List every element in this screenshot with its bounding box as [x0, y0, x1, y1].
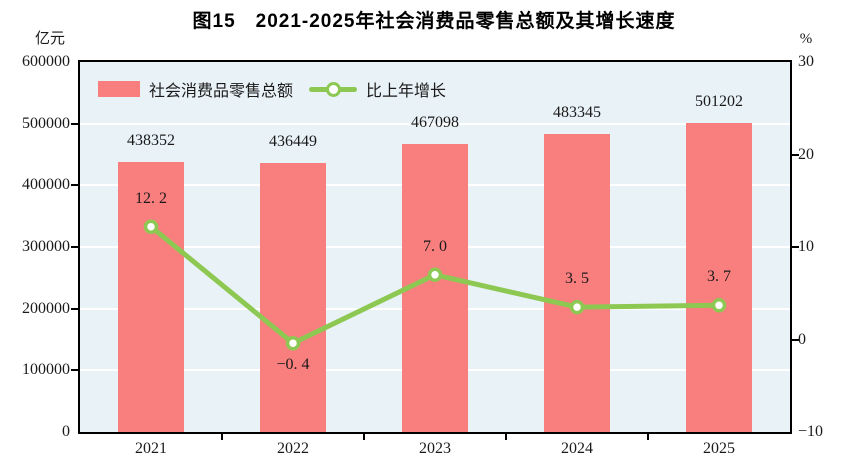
left-axis-tick-label: 600000: [22, 53, 70, 70]
left-axis-tick-mark: [71, 184, 78, 187]
plot-area: 社会消费品零售总额 比上年增长 438352 436449 467098 483345…: [78, 60, 792, 434]
right-axis-tick-label: 0: [798, 330, 806, 348]
chart-title: 图15 2021-2025年社会消费品零售总额及其增长速度: [192, 11, 676, 32]
right-axis-tick-label: 20: [798, 145, 814, 163]
left-axis-tick-mark: [71, 369, 78, 372]
right-axis-tick-label: 30: [798, 53, 814, 70]
right-axis-tick-label: −10: [798, 423, 824, 440]
left-axis-tick-label: 100000: [22, 361, 70, 379]
x-axis-category-label: 2024: [561, 440, 593, 457]
bar-value-label: 438352: [127, 131, 175, 149]
left-axis-tick-label: 200000: [22, 299, 70, 317]
right-axis-unit: %: [799, 31, 813, 47]
x-axis-category-label: 2022: [277, 440, 309, 457]
growth-value-label: 3. 7: [707, 268, 731, 286]
bar-value-label: 501202: [695, 92, 743, 110]
x-axis-tick-mark: [363, 434, 365, 440]
right-axis-tick-mark: [792, 153, 799, 156]
x-axis-tick-mark: [505, 434, 507, 440]
left-axis-tick-mark: [71, 307, 78, 310]
right-axis-tick-label: 10: [798, 238, 814, 255]
left-axis-tick-label: 0: [62, 423, 70, 440]
legend-line-label: 比上年增长: [366, 83, 447, 100]
gridline: [80, 122, 790, 125]
growth-value-label: 7. 0: [423, 237, 447, 255]
bar-value-label: 436449: [269, 132, 317, 150]
legend-bar-label: 社会消费品零售总额: [149, 83, 294, 100]
right-axis-tick-mark: [792, 246, 799, 248]
left-axis-tick-label: 300000: [22, 238, 70, 255]
bar-value-label: 483345: [553, 103, 601, 121]
bar-value-label: 467098: [411, 113, 459, 131]
left-axis-tick-label: 500000: [22, 114, 70, 132]
x-axis-tick-mark: [647, 434, 649, 440]
left-axis-unit: 亿元: [34, 30, 65, 47]
left-axis-tick-mark: [71, 122, 78, 125]
legend-bar-swatch-icon: [98, 81, 140, 97]
growth-value-label: −0. 4: [276, 356, 310, 374]
x-axis-category-label: 2023: [419, 440, 451, 457]
right-axis-tick-mark: [792, 338, 799, 341]
x-axis-category-label: 2021: [135, 440, 167, 457]
legend-line-marker-icon: [326, 81, 342, 97]
growth-value-label: 3. 5: [565, 270, 589, 288]
legend-line-swatch-icon: [309, 81, 358, 97]
x-axis-tick-mark: [221, 434, 223, 440]
x-axis-category-label: 2025: [703, 440, 735, 457]
left-axis-tick-label: 400000: [22, 176, 70, 194]
legend: 社会消费品零售总额 比上年增长: [98, 77, 462, 101]
growth-value-label: 12. 2: [135, 189, 167, 207]
bar-2023: [402, 143, 468, 432]
bar-2022: [260, 162, 326, 432]
left-axis-tick-mark: [71, 246, 78, 248]
